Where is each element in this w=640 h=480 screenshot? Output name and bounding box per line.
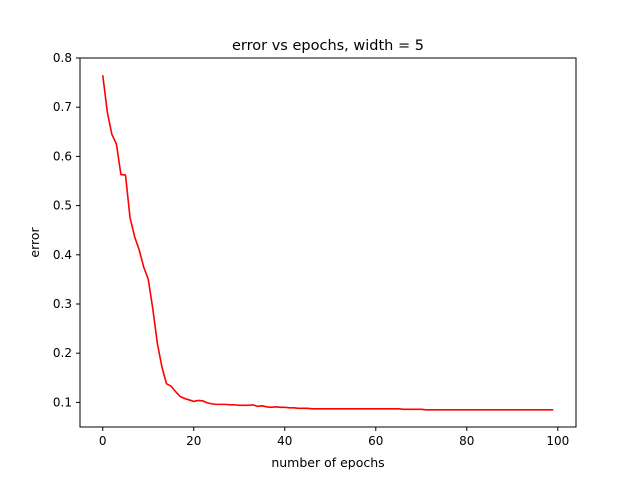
plot-frame (79, 57, 577, 428)
y-axis: 0.1 0.2 0.3 0.4 0.5 0.6 0.7 0.8 (53, 51, 80, 409)
x-tick-label: 80 (459, 434, 474, 448)
series-layer (101, 75, 554, 411)
y-axis-label: error (27, 227, 42, 258)
y-tick-label: 0.7 (53, 100, 72, 114)
x-axis-label: number of epochs (271, 455, 384, 470)
y-tick-label: 0.1 (53, 395, 72, 409)
chart-title: error vs epochs, width = 5 (232, 38, 424, 54)
x-tick-label: 60 (368, 434, 383, 448)
y-tick-label: 0.8 (53, 51, 72, 65)
series-line (101, 75, 554, 411)
x-tick-label: 100 (546, 434, 569, 448)
y-tick-label: 0.5 (53, 199, 72, 213)
y-tick-label: 0.6 (53, 149, 72, 163)
x-axis: 0 20 40 60 80 100 (99, 427, 569, 448)
y-tick-label: 0.4 (53, 248, 72, 262)
y-tick-label: 0.3 (53, 297, 72, 311)
x-tick-label: 0 (99, 434, 107, 448)
x-tick-label: 20 (186, 434, 201, 448)
y-tick-label: 0.2 (53, 346, 72, 360)
x-tick-label: 40 (277, 434, 292, 448)
